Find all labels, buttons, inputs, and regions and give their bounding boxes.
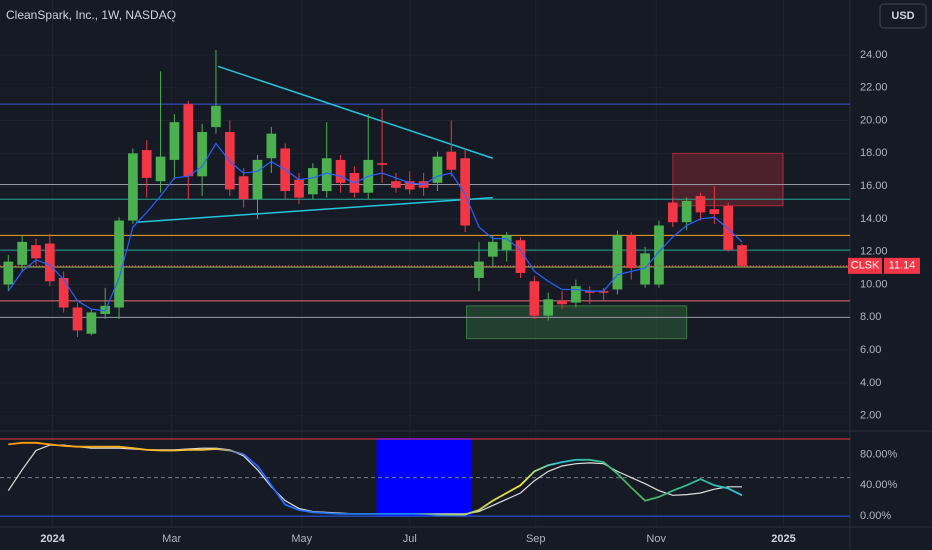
candle-body: [169, 122, 180, 160]
candle-body: [197, 132, 207, 177]
y-tick-label: 20.00: [860, 114, 888, 126]
candle-body: [460, 158, 470, 226]
candle-body: [584, 291, 595, 293]
candle-body: [294, 179, 304, 198]
currency-label[interactable]: USD: [891, 10, 914, 22]
candle-body: [404, 181, 415, 190]
oscillator-k: [8, 441, 743, 516]
candle-body: [501, 235, 512, 251]
x-tick-label: May: [291, 533, 312, 545]
y-tick-label: 16.00: [860, 180, 888, 192]
candle-body: [709, 209, 720, 215]
x-tick-label: Jul: [403, 533, 417, 545]
currency-button[interactable]: [879, 3, 927, 29]
moving-average: [7, 142, 743, 312]
zone: [466, 305, 688, 340]
oscillator-tick-label: 0.00%: [860, 510, 891, 522]
candle-body: [487, 241, 498, 257]
candle-body: [114, 220, 124, 308]
candle-body: [211, 105, 221, 128]
candle-body: [377, 163, 387, 165]
symbol-tag: [848, 257, 882, 274]
candle-body: [86, 312, 97, 334]
candle-body: [17, 241, 27, 265]
y-tick-label: 22.00: [860, 82, 888, 94]
y-tick-label: 14.00: [860, 213, 888, 225]
price-tag: [884, 257, 920, 274]
candle-body: [667, 202, 678, 223]
candle-body: [141, 150, 152, 178]
candle-body: [654, 225, 664, 285]
candle-body: [252, 159, 263, 200]
chart-title: CleanSpark, Inc., 1W, NASDAQ: [6, 8, 176, 22]
oscillator-tick-label: 80.00%: [860, 448, 898, 460]
candle-body: [266, 133, 277, 159]
candle-body: [640, 253, 650, 285]
y-tick-label: 18.00: [860, 147, 888, 159]
candle-body: [128, 153, 138, 221]
trend-line: [217, 65, 494, 159]
x-tick-label: Mar: [162, 533, 181, 545]
x-tick-label: Nov: [646, 533, 666, 545]
candle-body: [529, 281, 540, 316]
candle-body: [72, 307, 83, 331]
candle-body: [391, 181, 401, 188]
y-tick-label: 4.00: [860, 377, 881, 389]
candle-body: [183, 104, 194, 177]
candle-body: [681, 200, 692, 223]
candle-body: [612, 235, 623, 290]
trend-line: [136, 196, 493, 223]
candle-body: [557, 300, 567, 305]
candle-body: [723, 205, 734, 251]
y-tick-label: 24.00: [860, 49, 888, 61]
candle-body: [446, 151, 457, 170]
oscillator-tick-label: 40.00%: [860, 479, 898, 491]
candle-body: [543, 299, 554, 316]
y-tick-label: 12.00: [860, 246, 888, 258]
candle-body: [626, 235, 637, 269]
y-tick-label: 8.00: [860, 311, 881, 323]
candle-body: [598, 291, 609, 293]
candle-body: [31, 245, 41, 259]
candle-body: [44, 243, 55, 282]
candle-body: [321, 158, 332, 192]
y-tick-label: 10.00: [860, 278, 888, 290]
candle-body: [474, 261, 484, 278]
candle-body: [737, 245, 747, 266]
zone: [672, 152, 784, 207]
candle-body: [238, 176, 249, 200]
x-tick-label: 2025: [771, 533, 795, 545]
candle-body: [335, 159, 346, 183]
candle-body: [308, 168, 318, 195]
candle-body: [571, 286, 581, 303]
candle-body: [3, 261, 14, 285]
candle-body: [515, 240, 526, 274]
y-tick-label: 6.00: [860, 344, 881, 356]
candle-body: [58, 277, 69, 308]
symbol-label: CLSK: [851, 260, 880, 272]
candle-body: [432, 156, 443, 183]
candle-body: [695, 195, 706, 213]
x-tick-label: 2024: [40, 533, 65, 545]
price-label: 11.14: [889, 260, 916, 272]
candle-body: [155, 156, 166, 182]
x-tick-label: Sep: [526, 533, 546, 545]
y-tick-label: 2.00: [860, 410, 881, 422]
